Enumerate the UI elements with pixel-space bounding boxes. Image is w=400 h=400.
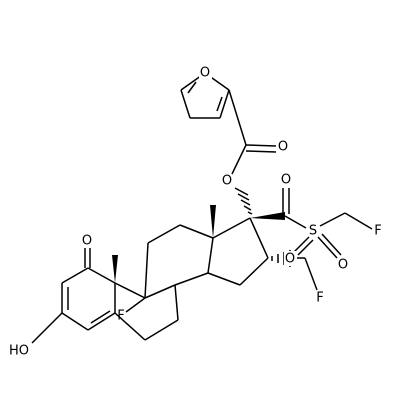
atom-label: S	[309, 224, 317, 239]
bonds	[31, 72, 373, 344]
atom-label: F	[374, 224, 381, 239]
atom-label: O	[285, 252, 295, 267]
atom-label: O	[200, 66, 210, 81]
atom-label: O	[222, 174, 232, 189]
hashed-bond	[234, 187, 253, 215]
atom-label: O	[281, 173, 291, 188]
atom-label: O	[338, 258, 348, 273]
atom-label: HO	[9, 344, 29, 359]
atom-label: F	[117, 309, 124, 324]
atom-label: O	[278, 140, 288, 155]
atom-labels: O O O O S F O O O F F HO	[9, 65, 382, 359]
atom-label: O	[82, 234, 92, 249]
atom-label: F	[316, 291, 323, 306]
